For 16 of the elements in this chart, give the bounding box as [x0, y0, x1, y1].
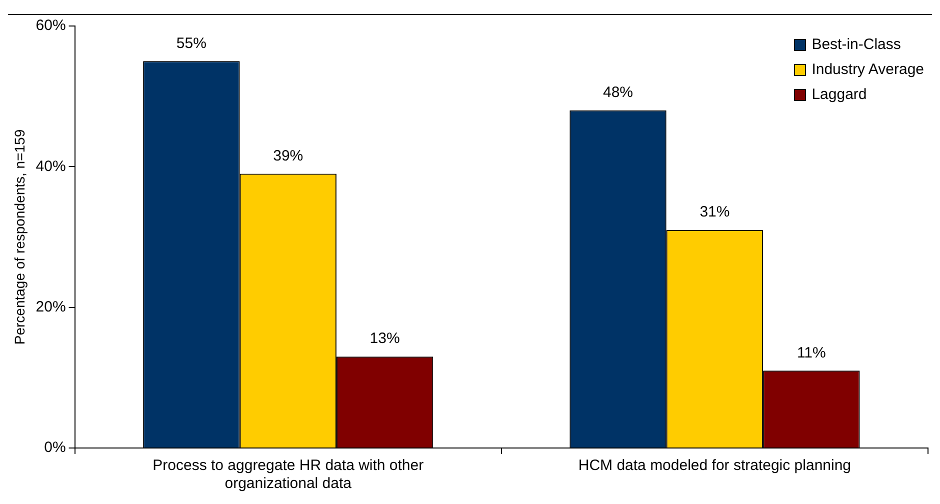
legend-label: Laggard	[812, 86, 867, 103]
data-label: 48%	[602, 84, 634, 102]
data-label: 55%	[176, 34, 206, 52]
data-label: 13%	[370, 330, 400, 348]
y-tick-label: 0%	[44, 439, 66, 456]
y-tick-label: 60%	[36, 17, 66, 34]
y-axis-title: Percentage of respondents, n=159	[11, 129, 28, 345]
x-tick-label: Process to aggregate HR data with other organizational data	[152, 457, 424, 492]
legend-label: Best-in-Class	[812, 36, 901, 53]
y-tick-label: 20%	[36, 298, 66, 316]
data-label: 39%	[273, 147, 304, 164]
y-tick-label: 40%	[36, 158, 66, 175]
x-tick-label: HCM data modeled for strategic planning	[578, 457, 852, 474]
data-label: 31%	[700, 204, 730, 221]
data-label: 11%	[796, 344, 826, 362]
legend-label: Industry Average	[812, 61, 924, 78]
